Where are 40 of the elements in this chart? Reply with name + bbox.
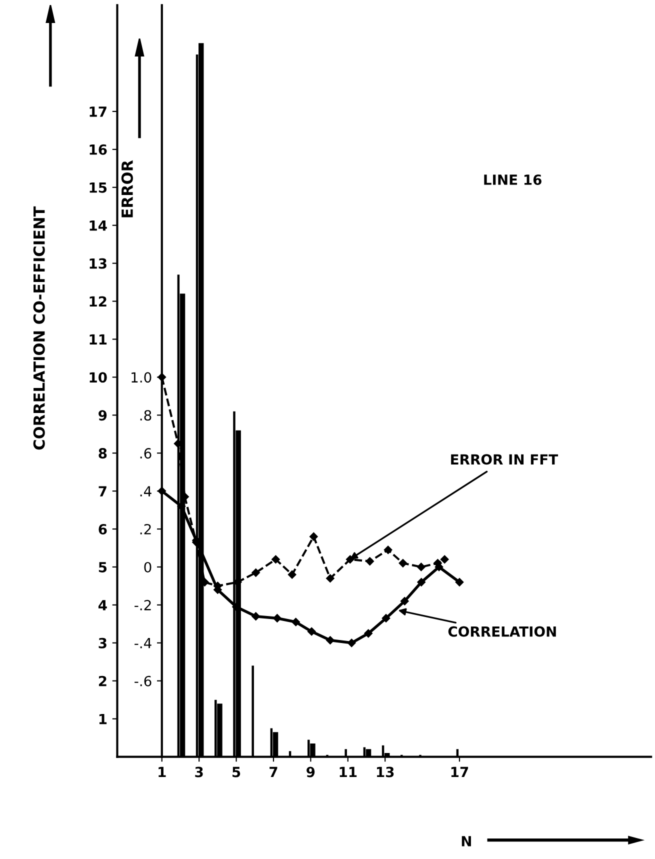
x-tick-label: 5	[232, 766, 240, 778]
y-tick-label: 9	[98, 410, 107, 421]
y2-tick-label: .8	[140, 410, 152, 421]
annotation: ERROR IN FFT	[451, 454, 558, 465]
y-tick-label: 12	[90, 296, 106, 307]
y2-tick-label: 0	[144, 562, 152, 572]
y-axis-title: CORRELATION CO-EFFICIENT	[33, 206, 45, 450]
x-tick-label: 3	[195, 766, 203, 778]
x-axis-title: N	[462, 836, 471, 846]
y-tick-label: 3	[98, 638, 106, 648]
y-tick-label: 17	[90, 106, 106, 117]
x-tick-label: 9	[306, 766, 315, 778]
annotation: CORRELATION	[448, 626, 556, 637]
y-tick-label: 7	[98, 486, 106, 496]
y2-tick-label: .4	[140, 486, 152, 496]
x-tick-label: 13	[376, 766, 394, 778]
y-tick-label: 14	[90, 220, 107, 231]
y-tick-label: 8	[98, 448, 107, 459]
y-tick-label: 10	[90, 372, 107, 383]
y-tick-label: 2	[98, 676, 106, 686]
x-tick-label: 17	[451, 766, 468, 778]
x-tick-label: 11	[340, 766, 357, 778]
y-tick-label: 1	[99, 714, 107, 724]
y2-tick-label: -.6	[134, 676, 152, 686]
y2-tick-label: -.4	[134, 638, 152, 648]
y-tick-label: 5	[98, 562, 107, 572]
y2-tick-label: 1.0	[132, 372, 152, 383]
y-tick-label: 15	[90, 182, 107, 193]
y2-axis-title: ERROR	[121, 160, 133, 218]
y-tick-label: 11	[90, 334, 107, 344]
y2-tick-label: .6	[140, 448, 152, 459]
y2-tick-label: -.2	[134, 600, 151, 610]
x-tick-label: 7	[270, 766, 278, 778]
y-tick-label: 4	[98, 600, 107, 610]
y-tick-label: 6	[98, 524, 107, 534]
y-tick-label: 16	[90, 144, 107, 155]
annotation: LINE 16	[484, 174, 542, 185]
x-tick-label: 1	[158, 766, 166, 778]
y-tick-label: 13	[90, 258, 106, 269]
y2-tick-label: .2	[140, 524, 151, 534]
